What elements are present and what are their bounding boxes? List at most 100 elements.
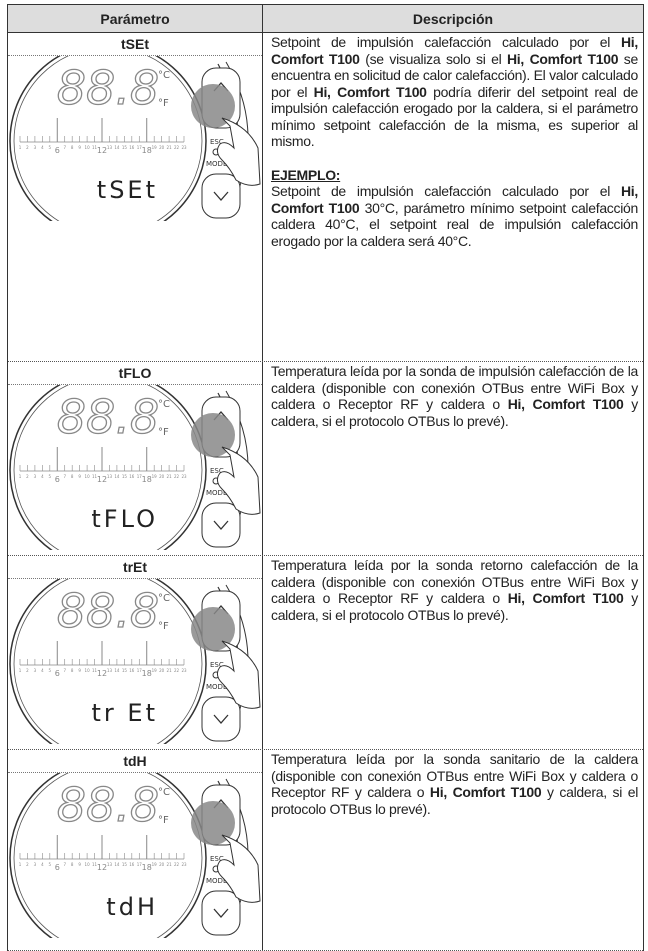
- hour-label: 11: [92, 862, 98, 867]
- text: Temperatura leída por la sonda retorno c…: [271, 557, 638, 606]
- hour-label: 2: [26, 668, 29, 673]
- parameter-table: Parámetro Descripción tSEt 88.8 °C °F 1 2 3 4 5 6…: [7, 4, 644, 951]
- text: Setpoint de impulsión calefacción calcul…: [271, 34, 621, 50]
- hour-label: 5: [49, 474, 52, 479]
- hour-label: 18: [142, 863, 152, 872]
- unit-label: °F: [158, 621, 169, 632]
- touch-point: [191, 607, 235, 651]
- hour-label: 9: [78, 668, 81, 673]
- parameter-name: tFLO: [8, 362, 262, 385]
- hour-label: 16: [129, 862, 135, 867]
- hour-label: 15: [122, 668, 128, 673]
- display-digits: 88.8: [57, 61, 159, 115]
- hour-label: 1: [19, 474, 22, 479]
- bold-text: Hi, Comfort T100: [507, 50, 619, 67]
- hour-label: 17: [137, 145, 143, 150]
- hour-label: 21: [167, 145, 173, 150]
- hour-label: 8: [71, 145, 74, 150]
- hour-label: 14: [114, 145, 120, 150]
- description-paragraph: Temperatura leída por la sonda retorno c…: [271, 557, 638, 623]
- bold-text: Hi, Comfort T100: [271, 34, 638, 67]
- buttons: ESC MODE: [191, 778, 261, 936]
- hour-label: 1: [19, 668, 22, 673]
- hand: [216, 446, 261, 515]
- text: y caldera, si el protocolo OTBus lo prev…: [271, 396, 639, 429]
- unit-label: °C: [158, 787, 170, 798]
- hour-label: 5: [49, 668, 52, 673]
- display-code: tdH: [106, 893, 158, 921]
- touch-point: [191, 413, 235, 457]
- hour-label: 3: [34, 862, 37, 867]
- bold-text: Hi, Comfort T100: [507, 396, 624, 412]
- button-label: MODE: [206, 683, 227, 691]
- hour-label: 22: [174, 668, 180, 673]
- hour-label: 2: [26, 862, 29, 867]
- description-paragraph: Setpoint de impulsión calefacción calcul…: [271, 34, 638, 150]
- hour-label: 22: [174, 862, 180, 867]
- hour-label: 12: [97, 863, 107, 872]
- hour-label: 4: [41, 474, 44, 479]
- hour-label: 7: [63, 474, 66, 479]
- hour-label: 7: [63, 145, 66, 150]
- description-paragraph: Temperatura leída por la sonda de impuls…: [271, 363, 638, 429]
- hour-label: 23: [181, 668, 187, 673]
- hour-label: 20: [159, 668, 165, 673]
- hour-label: 7: [63, 862, 66, 867]
- hour-label: 19: [152, 862, 158, 867]
- hour-label: 8: [71, 668, 74, 673]
- hand: [216, 834, 261, 903]
- buttons: ESC MODE: [191, 584, 261, 742]
- unit-label: °C: [158, 399, 170, 410]
- hour-label: 3: [34, 668, 37, 673]
- button-label: ESC: [210, 467, 224, 475]
- parameter-cell: tdH 88.8 °C °F 1 2 3 4 5 6 7 8 9 10 11 12 13 14 15 16 17 18 19…: [8, 750, 263, 950]
- buttons: ESC MODE: [191, 61, 261, 219]
- hour-label: 21: [167, 668, 173, 673]
- down-arrow: [213, 520, 229, 530]
- thermostat-illustration: 88.8°C°F1 2 3 4 5 6 7 8 9 10 11 12 13 14 15 16 17 18 19 20 2…: [9, 759, 261, 950]
- hour-label: 15: [122, 862, 128, 867]
- hour-label: 18: [142, 146, 152, 155]
- hour-label: 14: [114, 474, 120, 479]
- display-code: tSEt: [97, 176, 158, 204]
- hour-label: 5: [49, 145, 52, 150]
- thermostat-illustration: 88.8°C°F1 2 3 4 5 6 7 8 9 10 11 12 13 14 15 16 17 18 19 20 2…: [9, 565, 261, 749]
- table-row: tdH 88.8 °C °F 1 2 3 4 5 6 7 8 9 10 11 12 13 14 15 16 17 18 19…: [8, 750, 643, 951]
- text: Temperatura leída por la sonda de impuls…: [271, 363, 638, 412]
- hour-label: 20: [159, 145, 165, 150]
- hour-label: 23: [181, 474, 187, 479]
- parameter-cell: tSEt 88.8 °C °F 1 2 3 4 5 6 7 8 9 10 11 12 13 14 15 16 17 18 1…: [8, 33, 263, 361]
- table-row: tFLO 88.8 °C °F 1 2 3 4 5 6 7 8 9 10 11 12 13 14 15 16 17 18 1…: [8, 362, 643, 556]
- hour-label: 6: [55, 146, 60, 155]
- table-header: Parámetro Descripción: [8, 5, 643, 33]
- hour-label: 20: [159, 474, 165, 479]
- hour-label: 22: [174, 474, 180, 479]
- hour-label: 10: [85, 862, 91, 867]
- down-button: [201, 696, 241, 742]
- hour-label: 12: [97, 146, 107, 155]
- hour-label: 17: [137, 862, 143, 867]
- hour-label: 2: [26, 474, 29, 479]
- parameter-cell: trEt 88.8 °C °F 1 2 3 4 5 6 7 8 9 10 11 12 13 14 15 16 17 18 1…: [8, 556, 263, 749]
- dial: 88.8°C°F1 2 3 4 5 6 7 8 9 10 11 12 13 14 15 16 17 18 19 20 2…: [9, 371, 207, 555]
- hour-label: 11: [92, 668, 98, 673]
- touch-point: [191, 84, 235, 128]
- description-paragraph: Setpoint de impulsión calefacción calcul…: [271, 183, 638, 249]
- parameter-cell: tFLO 88.8 °C °F 1 2 3 4 5 6 7 8 9 10 11 12 13 14 15 16 17 18 1…: [8, 362, 263, 555]
- display-digits: 88.8: [57, 584, 159, 638]
- hour-label: 18: [142, 475, 152, 484]
- parameter-name: trEt: [8, 556, 262, 579]
- hour-label: 4: [41, 145, 44, 150]
- hour-label: 6: [55, 475, 60, 484]
- table-row: trEt 88.8 °C °F 1 2 3 4 5 6 7 8 9 10 11 12 13 14 15 16 17 18 1…: [8, 556, 643, 750]
- hour-label: 13: [107, 474, 113, 479]
- text: y caldera, si el protocolo OTBus lo prev…: [271, 784, 639, 817]
- hour-label: 12: [97, 475, 107, 484]
- hour-label: 23: [181, 862, 187, 867]
- description-cell: Temperatura leída por la sonda retorno c…: [263, 556, 643, 749]
- hour-label: 17: [137, 668, 143, 673]
- text: podría diferir del setpoint real de impu…: [271, 83, 638, 150]
- description-paragraph: EJEMPLO:: [271, 167, 638, 184]
- description-paragraph: Temperatura leída por la sonda sanitario…: [271, 751, 638, 817]
- display-digits: 88.8: [57, 778, 159, 832]
